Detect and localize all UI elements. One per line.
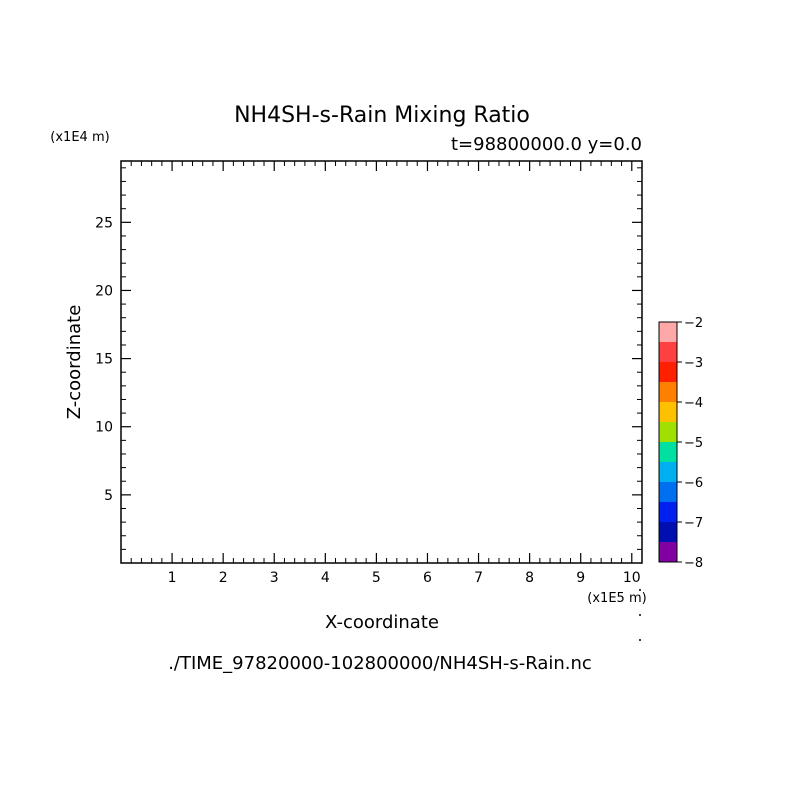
y-tick-label: 20 <box>95 283 113 299</box>
colorbar-label: −5 <box>684 436 703 451</box>
colorbar-label: −4 <box>684 396 703 411</box>
colorbar: −2 −3 −4 −5 −6 −7 −8 <box>658 316 703 571</box>
axes: 1 2 3 4 5 6 7 8 9 10 5 10 15 20 25 <box>95 161 642 586</box>
colorbar-swatch <box>659 522 677 543</box>
colorbar-swatch <box>659 462 677 483</box>
colorbar-swatch <box>659 362 677 383</box>
colorbar-label: −8 <box>684 556 703 571</box>
x-tick-label: 4 <box>321 570 330 586</box>
colorbar-swatch <box>659 542 677 563</box>
colorbar-swatch <box>659 422 677 443</box>
y-tick-label: 10 <box>95 420 113 436</box>
colorbar-label: −6 <box>684 476 703 491</box>
x-tick-label: 1 <box>168 570 177 586</box>
x-tick-label: 8 <box>525 570 534 586</box>
x-axis-label: X-coordinate <box>325 612 439 633</box>
x-tick-label: 3 <box>270 570 279 586</box>
colorbar-swatch <box>659 322 677 343</box>
x-tick-label: 10 <box>623 570 641 586</box>
x-tick-label: 9 <box>576 570 585 586</box>
y-axis-label: Z-coordinate <box>64 305 85 420</box>
x-axis-unit: (x1E5 m) <box>587 591 646 606</box>
x-tick-label: 2 <box>219 570 228 586</box>
x-tick-label: 7 <box>474 570 483 586</box>
chart-subtitle: t=98800000.0 y=0.0 <box>451 134 642 155</box>
chart-title: NH4SH-s-Rain Mixing Ratio <box>234 103 530 128</box>
x-tick-label: 5 <box>372 570 381 586</box>
x-tick-label: 6 <box>423 570 432 586</box>
colorbar-swatch <box>659 482 677 503</box>
colorbar-swatch <box>659 342 677 363</box>
colorbar-swatch <box>659 502 677 523</box>
colorbar-swatch <box>659 382 677 403</box>
y-tick-label: 5 <box>104 488 113 504</box>
file-path-label: ./TIME_97820000-102800000/NH4SH-s-Rain.n… <box>168 653 592 674</box>
plot-area <box>120 160 643 564</box>
y-tick-label: 15 <box>95 352 113 368</box>
y-axis-unit: (x1E4 m) <box>50 130 109 145</box>
colorbar-label: −3 <box>684 356 703 371</box>
colorbar-swatch <box>659 442 677 463</box>
y-tick-label: 25 <box>95 215 113 231</box>
colorbar-label: −7 <box>684 516 703 531</box>
colorbar-swatch <box>659 402 677 423</box>
colorbar-label: −2 <box>684 316 703 331</box>
